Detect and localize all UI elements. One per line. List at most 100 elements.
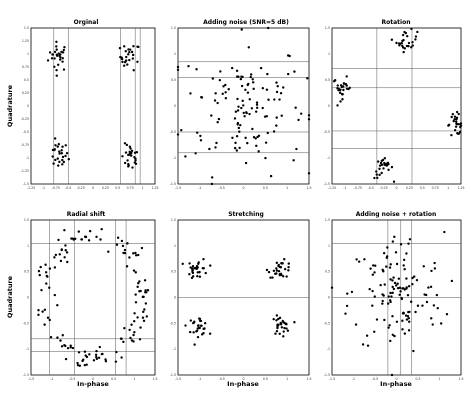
data-point [238,146,241,150]
data-point [241,75,244,79]
data-point [219,70,222,73]
data-point [56,336,59,339]
data-point [55,74,58,77]
data-point [195,329,199,333]
data-point [385,164,389,167]
data-point [425,300,429,304]
panel-orginal: Orginal -1.25 -1 -0.75 -0.5 -0.25 0 0.25 0.5 0.7… [21,19,159,190]
x-tick-label: 1 [286,186,288,190]
data-point [128,51,131,54]
data-point [196,266,199,269]
data-point [277,269,281,273]
data-point [411,44,414,47]
data-point [52,162,55,165]
data-point [283,326,286,330]
data-point [187,64,190,68]
data-point [282,335,285,338]
data-point [37,309,40,312]
data-point [120,337,123,340]
data-point [386,246,389,249]
y-tick-label: 0 [27,296,29,300]
data-point [391,279,394,282]
data-point [234,141,237,145]
data-point [264,156,267,160]
data-point [407,317,410,320]
panel-adding-noise: Adding noise (SNR=5 dB) -1.5 -1 -0.5 0 0.5 1 1… [170,19,312,190]
data-point [125,265,129,268]
data-point [406,293,410,297]
data-point [252,87,255,91]
data-point [58,160,61,164]
data-point [402,50,405,54]
data-point [453,115,457,118]
ylabel-bottom: Quadrature [6,275,14,318]
x-tick-label: 1.5 [458,377,463,381]
data-point [59,259,63,263]
y-tick-label: 1.5 [325,218,330,222]
data-point [127,164,130,167]
data-point [391,285,394,289]
data-point [279,92,283,95]
data-point [371,304,374,307]
ylabel-top: Quadrature [6,84,14,127]
data-point [240,106,243,110]
data-point [383,157,387,160]
data-point [210,176,214,179]
data-point [399,243,403,246]
data-point [51,53,54,56]
data-point [193,343,196,346]
data-point [267,270,271,274]
data-point [293,70,296,73]
data-point [48,286,51,289]
data-point [235,135,239,138]
data-point [281,262,284,265]
data-point [57,238,60,242]
data-point [53,57,56,60]
data-point [217,117,221,121]
x-tick-label: -0.5 [65,186,71,190]
data-point [375,170,378,173]
data-point [123,161,127,165]
data-point [401,44,404,48]
data-point [257,150,260,153]
data-point [459,125,462,129]
y-tick-label: 1 [174,244,176,248]
data-point [416,304,420,307]
data-point [216,121,219,124]
y-tick-label: -1.5 [170,182,176,186]
data-point [405,277,408,280]
panel-title: Rotation [382,19,411,26]
data-point [37,269,41,273]
y-tick-label: 1.5 [24,218,29,222]
data-point [125,143,129,147]
data-point [376,176,379,180]
x-tick-label: -0.5 [69,377,75,381]
y-tick-label: -1.5 [324,373,330,377]
data-point [54,253,58,257]
data-point [401,33,405,37]
y-tick-label: -0.25 [21,117,29,121]
data-point [65,251,69,254]
data-point [129,336,132,340]
data-point [389,263,392,266]
data-point [176,65,180,69]
data-point [286,54,290,57]
data-point [395,320,399,323]
data-point [403,332,407,335]
data-point [285,327,288,330]
data-point [53,266,57,269]
data-point [378,164,382,167]
data-point [345,84,348,87]
data-point [412,349,415,353]
data-point [235,75,239,78]
data-point [401,39,404,43]
y-tick-label: 1 [328,52,330,56]
data-point [307,118,311,121]
data-point [407,242,410,245]
data-point [146,289,150,292]
data-point [453,128,457,132]
data-point [48,51,52,54]
data-point [127,53,130,56]
data-point [88,353,91,356]
y-tick-label: 0 [328,104,330,108]
